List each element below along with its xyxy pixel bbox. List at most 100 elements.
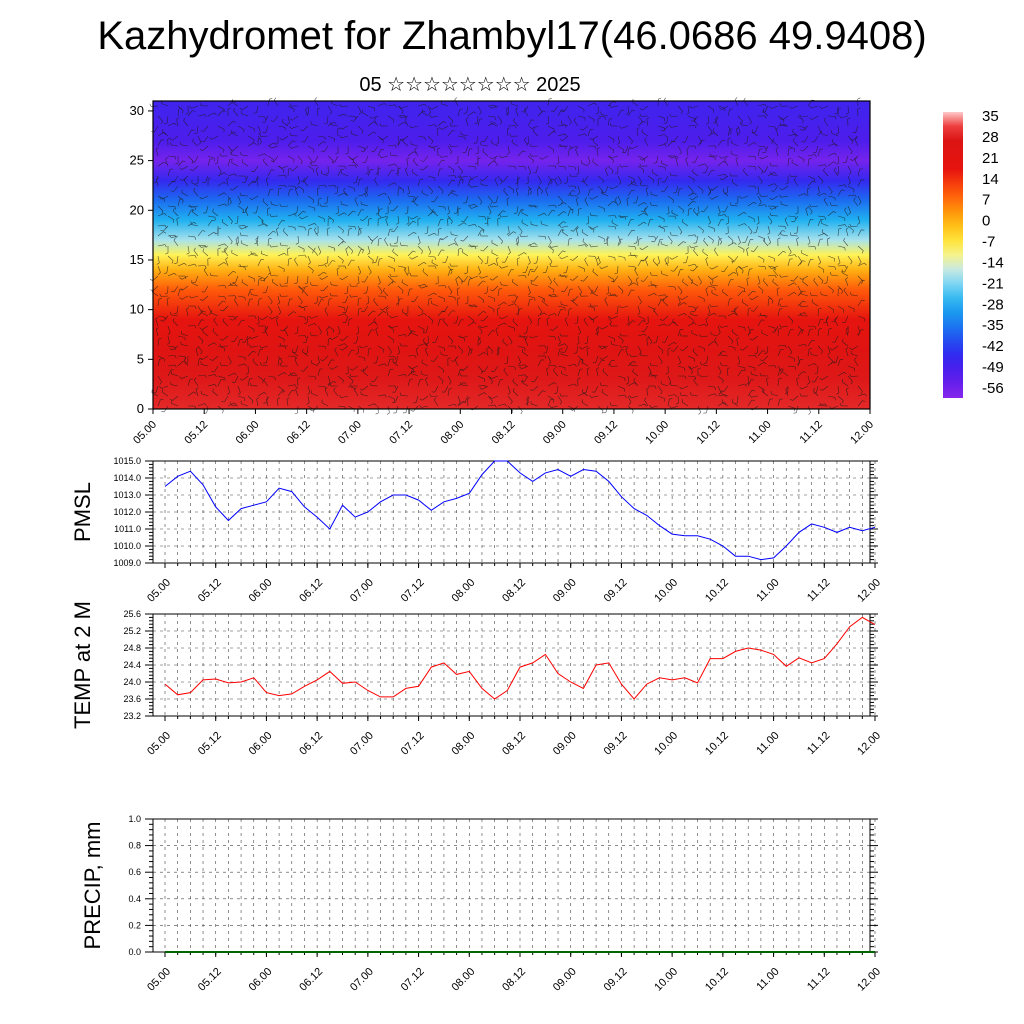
wind-barb (237, 195, 241, 203)
wind-barb (427, 175, 435, 179)
wind-barb (280, 205, 289, 207)
wind-barb (747, 115, 752, 123)
wind-barb-flag (273, 159, 275, 163)
wind-barb-flag (774, 126, 776, 130)
x-tick-label: 05.12 (196, 577, 224, 605)
wind-barb (217, 203, 225, 207)
wind-barb (554, 179, 559, 187)
wind-barb-flag (411, 169, 414, 173)
wind-barb-flag (664, 167, 666, 171)
wind-barb-flag (847, 117, 851, 120)
wind-barb-flag (714, 145, 717, 149)
wind-barb-flag (482, 148, 485, 152)
wind-barb (437, 185, 444, 192)
wind-barb (331, 124, 339, 127)
wind-barb (302, 125, 309, 132)
wind-barb (227, 131, 234, 137)
wind-barb (775, 129, 779, 137)
wind-barb-flag (564, 166, 567, 170)
wind-barb (497, 135, 500, 144)
wind-barb (397, 105, 404, 112)
wind-barb (541, 155, 549, 160)
wind-barb-flag (339, 135, 342, 139)
wind-barb-flag (663, 122, 667, 124)
y-tick-label: 30 (130, 103, 144, 118)
wind-barb (621, 125, 629, 129)
wind-barb-flag (514, 166, 517, 170)
wind-barb (631, 183, 639, 187)
wind-barb-flag (853, 189, 855, 193)
wind-barb (644, 139, 649, 147)
wind-barb (741, 195, 749, 199)
wind-barb (413, 160, 419, 167)
wind-barb (677, 145, 682, 153)
wind-barb-flag (772, 138, 775, 142)
wind-barb (516, 178, 519, 187)
wind-barb-flag (783, 119, 785, 123)
wind-barb-flag (222, 110, 226, 112)
wind-barb (817, 185, 820, 193)
wind-barb (382, 135, 389, 141)
wind-barb (447, 165, 454, 171)
wind-barb (427, 145, 435, 149)
x-tick-label: 10.00 (652, 577, 680, 605)
wind-barb-flag (779, 103, 782, 107)
wind-barb-flag (736, 127, 739, 130)
wind-barb-flag (469, 176, 472, 179)
wind-barb (347, 164, 355, 167)
wind-barb (365, 155, 369, 163)
wind-barb-flag (589, 197, 593, 200)
wind-barb (307, 155, 313, 162)
y-tick-label: 24.4 (123, 660, 141, 670)
wind-barb (617, 145, 625, 150)
wind-barb (747, 142, 755, 147)
wind-barb-flag (421, 109, 423, 113)
wind-barb (804, 135, 809, 143)
wind-barb (597, 185, 604, 192)
wind-barb (417, 103, 425, 107)
wind-barb (327, 105, 333, 113)
wind-barb (757, 145, 765, 148)
y-tick-label: 5 (137, 351, 144, 366)
wind-barb-flag (775, 147, 779, 150)
wind-barb-flag (513, 212, 518, 214)
wind-barb-flag (743, 167, 745, 171)
wind-barb-flag (183, 177, 187, 181)
wind-barb-flag (454, 175, 457, 179)
wind-barb-flag (463, 112, 467, 114)
wind-barb-flag (833, 161, 837, 164)
wind-barb (477, 119, 480, 127)
wind-barb (627, 189, 632, 197)
wind-barb (847, 165, 852, 173)
wind-barb (307, 145, 315, 150)
wind-barb (645, 189, 649, 197)
wind-barb-flag (507, 127, 511, 130)
wind-barb-flag (339, 103, 342, 107)
wind-barb (177, 195, 184, 201)
x-tick-label: 11.12 (805, 577, 832, 604)
wind-barb-flag (401, 110, 404, 114)
x-tick-label: 07.00 (348, 577, 376, 605)
colorbar-label: 28 (982, 129, 999, 146)
wind-barb-flag (788, 147, 792, 150)
wind-barb-flag (343, 187, 346, 191)
wind-barb (177, 108, 179, 117)
wind-barb-flag (337, 127, 341, 130)
wind-barb (561, 123, 569, 127)
wind-barb-flag (403, 121, 407, 125)
wind-barb-flag (330, 121, 332, 125)
wind-barb-flag (644, 137, 647, 141)
wind-barb (397, 139, 402, 147)
wind-barb-flag (799, 114, 802, 118)
wind-barb (571, 145, 579, 149)
wind-barb (357, 105, 362, 113)
wind-barb (524, 139, 529, 147)
x-tick-label: 10.00 (652, 730, 680, 758)
wind-barb-flag (488, 212, 492, 215)
wind-barb (397, 121, 404, 127)
wind-barb (557, 155, 560, 163)
wind-barb (317, 184, 325, 187)
wind-barb-flag (194, 132, 198, 134)
wind-barb-flag (751, 129, 753, 133)
wind-barb-flag (179, 167, 183, 170)
